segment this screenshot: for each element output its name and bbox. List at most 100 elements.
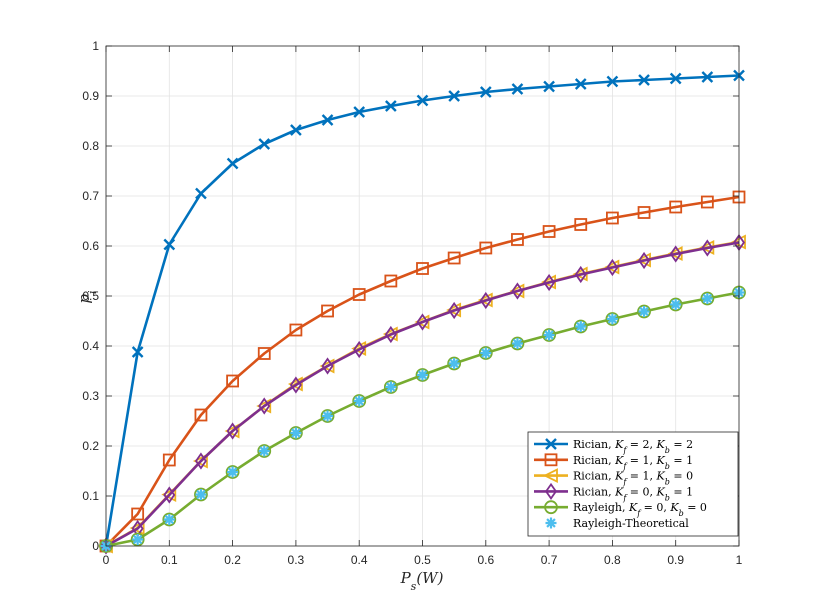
data-point [163,514,175,525]
data-point [353,106,366,118]
data-point [162,453,176,467]
data-point [161,487,177,502]
data-point [417,369,428,381]
data-point [543,80,555,93]
data-point [574,78,587,90]
data-point [384,325,397,344]
x-axis-ticks: 0 0.1 0.2 0.3 0.4 0.5 0.6 0.7 0.8 0.9 1 [103,46,743,567]
data-point [573,319,588,334]
data-point [321,114,334,126]
data-point [163,238,176,251]
data-point [479,241,493,255]
series-layer [97,69,746,555]
y-axis-label: pi [75,290,99,303]
data-point [258,138,271,150]
data-point [132,534,144,545]
data-point [131,346,144,358]
data-point [700,195,714,209]
series-line [105,241,740,548]
data-point [606,313,618,325]
legend-entry: Rayleigh, Kf = 0, Kb = 0 [534,500,707,518]
data-point [448,90,460,102]
legend-marker [542,468,558,484]
data-point [227,466,239,478]
legend-marker [545,517,557,529]
data-point [637,304,651,319]
data-point [352,394,367,408]
data-point [353,395,365,407]
data-point [480,347,492,359]
data-point [194,487,208,502]
x-tick-label: 0.9 [667,553,684,567]
series-1 [99,190,746,553]
x-tick-label: 0.3 [288,553,305,567]
data-point [701,239,714,257]
legend-label: Rayleigh-Theoretical [573,517,689,530]
data-point [700,291,715,306]
data-point [322,410,334,422]
data-point [447,251,461,265]
data-point [606,211,619,225]
data-point [543,329,555,341]
data-point [416,313,429,331]
data-point [353,340,366,359]
x-tick-label: 0.5 [414,553,431,567]
x-axis-label: Ps(W) [400,569,444,593]
data-point [605,312,620,326]
x-tick-label: 0.8 [604,553,621,567]
data-point [638,74,650,86]
data-point [575,321,587,332]
data-point [319,358,335,374]
data-point [163,486,176,504]
data-point [448,301,461,320]
y-tick-label: 0.4 [82,339,99,353]
data-point [447,356,462,371]
data-point [226,422,239,440]
data-point [289,376,302,394]
data-point [225,465,240,479]
data-point [194,452,207,470]
data-point [511,338,523,349]
x-tick-label: 0.7 [541,553,558,567]
data-point [701,293,713,304]
data-point [670,299,682,310]
data-point [224,423,240,439]
data-point [320,409,335,423]
data-point [479,291,492,310]
data-point [321,304,334,318]
data-point [257,347,271,360]
data-point [384,274,398,288]
data-point [195,489,207,500]
legend-marker [544,453,558,467]
data-point [383,380,398,394]
data-point [192,453,208,469]
legend-label: Rician, Kf = 0, Kb = 1 [573,485,693,502]
series-line [105,195,740,547]
data-point [352,288,366,301]
data-point [321,357,334,375]
y-tick-label: 0.7 [82,189,99,203]
data-point [416,94,429,107]
legend-marker [545,438,557,450]
data-point [606,75,619,88]
legend-label: Rician, Kf = 1, Kb = 1 [573,454,693,471]
data-point [288,426,303,440]
y-tick-label: 0.9 [82,89,99,103]
data-point [351,341,367,356]
data-point [416,262,429,275]
x-tick-label: 0.1 [161,553,178,567]
legend-entry: Rician, Kf = 0, Kb = 1 [534,482,693,502]
data-point [668,297,683,312]
data-point [606,258,619,277]
y-tick-label: 0.6 [82,239,99,253]
data-point [509,283,525,299]
legend-label: Rician, Kf = 1, Kb = 0 [573,470,693,487]
y-tick-label: 0.8 [82,139,99,153]
data-point [162,512,177,527]
data-point [574,218,588,231]
legend-label: Rician, Kf = 2, Kb = 2 [573,438,693,455]
legend-entry: Rician, Kf = 2, Kb = 2 [534,438,693,455]
data-point [669,72,682,85]
data-point [446,302,462,318]
